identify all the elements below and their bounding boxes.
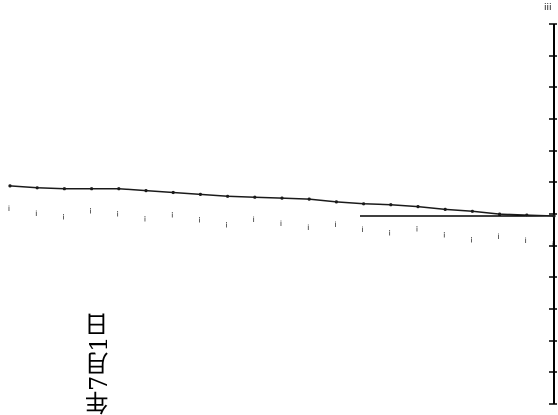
series-group [8,184,556,218]
category-tick-label: ⅰ [389,230,391,238]
series-point [253,195,257,199]
label-group: ⅰ ⅰ ⅰ ⅰ ⅰ ⅰ ⅰ ⅰ ⅰ ⅰ ⅰ ⅰ ⅰ ⅰ ⅰ ⅰ ⅰ ⅰ ⅰ ⅰ ⅰ [8,205,554,249]
corner-mark: ⅰⅰⅰ [544,3,552,13]
category-tick-label: ⅰ [362,226,364,234]
series-point [198,192,202,196]
tick-group [549,23,557,405]
series-point [90,187,94,191]
category-tick-label: ⅰ [470,236,472,244]
series-point [389,203,393,207]
axis-group [360,24,555,404]
series-point [443,207,447,211]
series-point [280,196,284,200]
category-tick-label: ⅰ [253,216,255,224]
series-point [307,197,311,201]
category-tick-label: ⅰ [416,226,418,234]
series-point [62,187,66,191]
series-point [416,205,420,209]
series-point [35,186,39,190]
series-point [498,212,502,216]
category-tick-label: ⅰ [35,210,37,218]
series-point [362,202,366,206]
series-point [334,200,338,204]
category-tick-label: ⅰ [280,220,282,228]
category-tick-label: ⅰ [8,205,10,213]
series-point [226,194,230,198]
series-point [525,213,529,217]
category-tick-label: ⅰ [307,224,309,232]
date-label: 年7月1日 [86,312,113,415]
category-tick-label: ⅰ [198,216,200,224]
category-tick-label: ⅰ [226,221,228,229]
series-point [171,190,175,195]
category-tick-label: ⅰ [552,241,554,249]
series-point [470,209,474,213]
category-tick-label: ⅰ [334,221,336,229]
category-tick-label: ⅰ [525,237,527,245]
series-point [8,184,12,188]
category-tick-label: ⅰ [171,212,173,220]
category-tick-label: ⅰ [90,208,92,216]
category-tick-label: ⅰ [498,233,500,241]
category-tick-label: ⅰ [62,214,64,222]
series-point [144,189,148,193]
category-tick-label: ⅰ [443,231,445,239]
series-point [552,214,556,218]
category-tick-label: ⅰ [117,211,119,219]
category-tick-label: ⅰ [144,216,146,224]
series-point [117,187,121,191]
